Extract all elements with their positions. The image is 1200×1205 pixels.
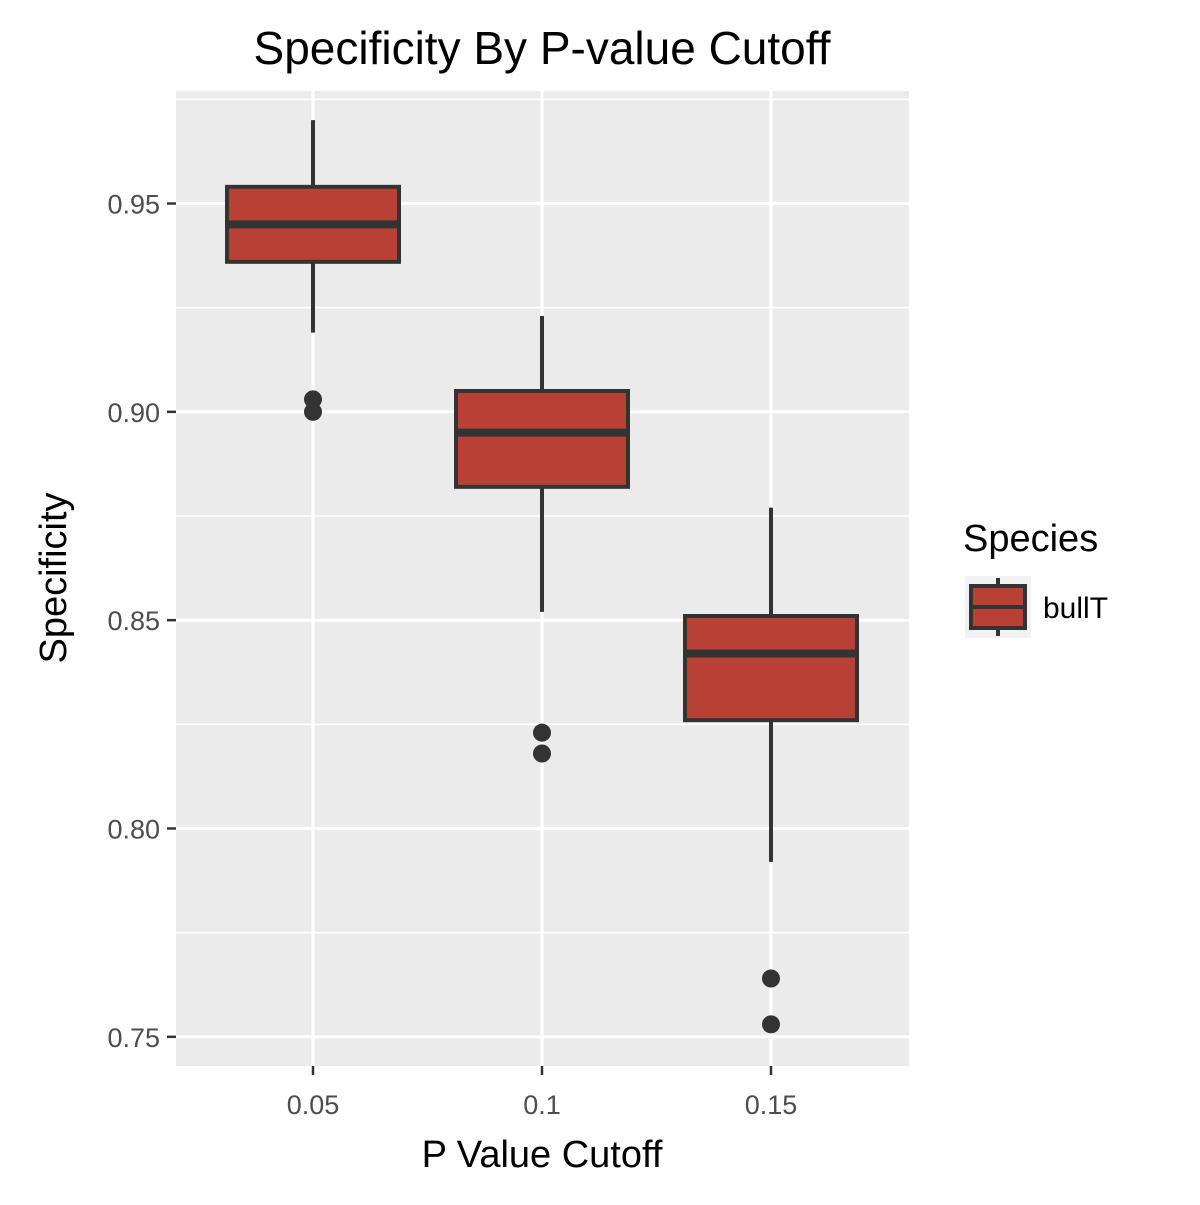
boxplot-0.15 xyxy=(683,507,859,1034)
y-tick-label: 0.85 xyxy=(107,606,160,636)
y-tick-label: 0.90 xyxy=(107,398,160,428)
boxplot-0.1 xyxy=(454,316,630,763)
y-tick-label: 0.80 xyxy=(107,815,160,845)
x-axis-title: P Value Cutoff xyxy=(422,1134,663,1176)
axes: 0.75 0.80 0.85 0.90 0.95 0.05 0.1 0.15 xyxy=(107,190,797,1121)
outlier-point xyxy=(304,390,322,409)
outlier-point xyxy=(762,1015,780,1034)
legend: Species bullT xyxy=(963,518,1108,638)
outlier-point xyxy=(304,402,322,421)
legend-label-bullT: bullT xyxy=(1043,592,1108,625)
iqr-box xyxy=(454,389,630,489)
y-axis-title: Specificity xyxy=(33,492,75,663)
boxplot-series xyxy=(225,120,859,1034)
chart-title: Specificity By P-value Cutoff xyxy=(254,22,831,74)
x-tick-label: 0.1 xyxy=(523,1090,561,1120)
outlier-point xyxy=(762,969,780,988)
outlier-point xyxy=(533,744,551,763)
legend-title: Species xyxy=(963,518,1098,560)
iqr-box xyxy=(683,614,859,723)
y-tick-label: 0.95 xyxy=(107,190,160,220)
x-tick-label: 0.15 xyxy=(745,1090,798,1120)
y-tick-label: 0.75 xyxy=(107,1023,160,1053)
x-tick-label: 0.05 xyxy=(287,1090,340,1120)
boxplot-0.05 xyxy=(225,120,401,421)
outlier-point xyxy=(533,723,551,742)
